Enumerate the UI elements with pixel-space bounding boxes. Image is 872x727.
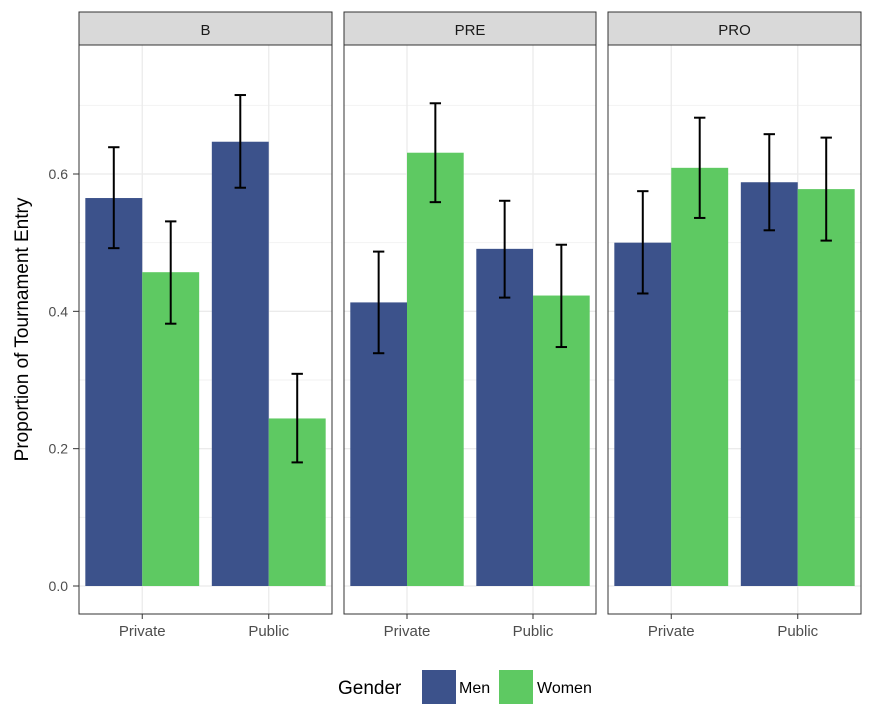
panel-border <box>343 44 597 615</box>
y-tick-label: 0.4 <box>49 303 69 319</box>
facet-title: PRE <box>455 22 486 39</box>
y-tick-label: 0.2 <box>49 441 69 457</box>
bar-men <box>476 248 533 586</box>
y-axis-label: Proportion of Tournament Entry <box>12 197 33 461</box>
bar-women <box>671 167 729 586</box>
x-tick-label: Private <box>119 623 166 640</box>
facet-title: B <box>200 22 210 39</box>
panel-border <box>78 44 333 615</box>
facet-strip <box>607 11 862 46</box>
y-tick-label: 0.0 <box>49 578 69 594</box>
x-tick-label: Private <box>648 623 695 640</box>
legend-key-women <box>499 670 533 704</box>
legend-key-men <box>422 670 456 704</box>
bar-women <box>407 152 464 587</box>
legend-label-men: Men <box>459 680 490 697</box>
x-tick-label: Public <box>513 623 554 640</box>
bar-men <box>614 242 672 586</box>
bar-men <box>211 141 269 586</box>
bar-men <box>85 198 143 587</box>
bar-women <box>797 189 855 586</box>
bar-men <box>740 182 798 587</box>
x-tick-label: Public <box>248 623 289 640</box>
facet-strip <box>78 11 333 46</box>
y-tick-label: 0.6 <box>49 166 69 182</box>
legend-label-women: Women <box>537 680 592 697</box>
panel-border <box>607 44 862 615</box>
facet-title: PRO <box>718 22 751 39</box>
legend-title: Gender <box>338 678 402 699</box>
x-tick-label: Public <box>777 623 818 640</box>
x-tick-label: Private <box>384 623 431 640</box>
